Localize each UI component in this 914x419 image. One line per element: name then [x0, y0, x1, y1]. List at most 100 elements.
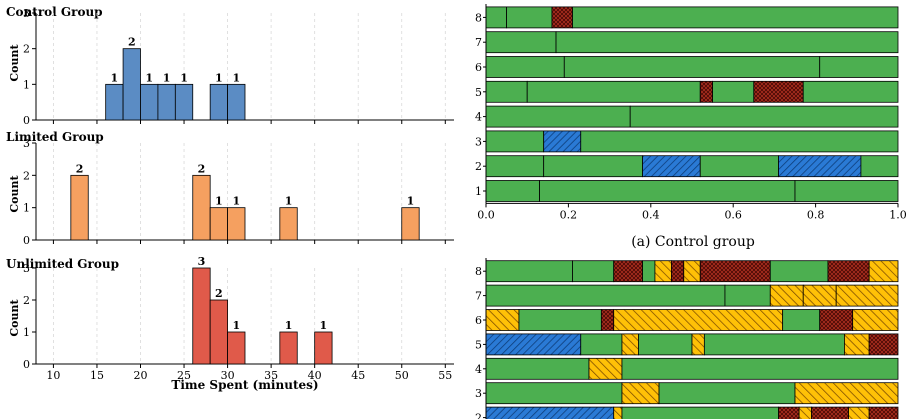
- hist-bar-label: 1: [111, 71, 119, 84]
- timeline-segment: [868, 406, 899, 419]
- timeline-segment: [753, 80, 804, 103]
- timeline-xtick-label: 0.8: [807, 208, 825, 221]
- timeline-segment: [642, 155, 701, 178]
- hist-bar: [227, 331, 246, 365]
- timeline-row-label: 1: [475, 185, 482, 198]
- timeline-segment: [543, 130, 582, 153]
- timeline-panel-0: 8 7 6 5 4 3 2 1 0.0 0.2 0.4 0.6 0.8 1.0: [475, 4, 907, 221]
- hist-bar-label: 1: [215, 195, 223, 208]
- hist-marks-unlimited: 0 1 2 3 10 15 20 25 30 35 40 45 50 55 3 2 1 1 1: [23, 255, 454, 382]
- timeline-row-label: 3: [475, 135, 482, 148]
- hist-bar-label: 1: [180, 71, 188, 84]
- timeline-segment: [811, 406, 849, 419]
- hist-xtick-label: 20: [134, 369, 148, 382]
- timeline-segment: [794, 382, 899, 405]
- timeline-segment: [848, 406, 870, 419]
- hist-bar-label: 2: [215, 287, 223, 300]
- hist-ytick-label: 2: [23, 294, 30, 307]
- timeline-segment: [691, 333, 705, 356]
- hist-bar-label: 2: [76, 162, 84, 175]
- timeline-segment: [580, 333, 623, 356]
- timeline-segment: [485, 309, 520, 331]
- timeline-segment: [819, 56, 899, 78]
- hist-bar: [279, 207, 298, 241]
- hist-xtick-label: 15: [90, 369, 104, 382]
- hist-ytick-label: 0: [23, 114, 30, 127]
- hist-bar-label: 1: [232, 195, 240, 208]
- timeline-segment: [485, 56, 565, 78]
- hist-bar: [209, 207, 228, 241]
- timeline-segment: [671, 260, 685, 283]
- hist-xlabel: Time Spent (minutes): [171, 378, 318, 392]
- hist-bar: [209, 83, 228, 121]
- timeline-row-label: 8: [475, 265, 482, 278]
- timeline-segment: [699, 260, 771, 283]
- timeline-segment: [621, 357, 899, 380]
- timeline-segment: [526, 80, 701, 103]
- timeline-segment: [703, 333, 845, 356]
- timeline-segment: [724, 284, 771, 307]
- timeline-segment: [485, 155, 545, 178]
- timeline-segment: [769, 284, 804, 307]
- timeline-segment: [485, 80, 528, 103]
- timeline-segment: [485, 382, 623, 405]
- hist-ytick-label: 0: [23, 234, 30, 247]
- timeline-row-label: 6: [475, 61, 482, 74]
- timeline-row-label: 2: [475, 160, 482, 173]
- timeline-xtick-label: 0.4: [642, 208, 660, 221]
- hist-bar-label: 1: [215, 71, 223, 84]
- timeline-segment: [485, 130, 545, 153]
- hist-bar: [314, 331, 333, 365]
- hist-xtick-label: 30: [221, 369, 235, 382]
- timeline-segment: [485, 333, 582, 356]
- hist-xtick-label: 40: [308, 369, 322, 382]
- hist-bar: [122, 48, 141, 121]
- timeline-segment: [485, 105, 631, 128]
- hist-ylabel-control: Count: [8, 43, 21, 81]
- timeline-row-label: 4: [475, 363, 482, 376]
- timeline-segment: [778, 155, 862, 178]
- timeline-row-label: 4: [475, 111, 482, 124]
- timeline-segment: [588, 357, 623, 380]
- histogram-panel-control: Control Group Count: [6, 5, 103, 82]
- timeline-segment: [642, 260, 656, 283]
- timeline-row-label: 3: [475, 387, 482, 400]
- timeline-segment: [819, 309, 854, 331]
- timeline-segment: [802, 80, 899, 103]
- timeline-segment: [485, 260, 573, 283]
- timeline-segment: [712, 80, 755, 103]
- hist-bar: [227, 207, 246, 241]
- timeline-segment: [621, 333, 639, 356]
- hist-bar-label: 1: [285, 319, 293, 332]
- timeline-row-label: 5: [475, 338, 482, 351]
- timeline-segment: [485, 6, 508, 29]
- timeline-segment: [852, 309, 899, 331]
- hist-bar-label: 2: [128, 36, 136, 49]
- timeline-segment: [613, 406, 623, 419]
- timeline-row-label: 2: [475, 412, 482, 419]
- hist-xtick-label: 35: [264, 369, 278, 382]
- hist-bar: [174, 83, 194, 121]
- timeline-segment: [539, 180, 796, 202]
- timeline-segment: [621, 406, 779, 419]
- hist-ytick-label: 2: [23, 169, 30, 182]
- timeline-segment: [860, 155, 899, 178]
- timeline-segment: [613, 260, 643, 283]
- hist-bar: [279, 331, 298, 365]
- timeline-segment: [613, 309, 784, 331]
- hist-bar-label: 1: [232, 319, 240, 332]
- hist-bar-label: 1: [145, 71, 153, 84]
- hist-bar-label: 2: [198, 162, 206, 175]
- hist-bar-label: 1: [163, 71, 171, 84]
- hist-bar: [105, 83, 124, 121]
- hist-bar-label: 1: [232, 71, 240, 84]
- hist-title-control: Control Group: [6, 5, 103, 19]
- timeline-segment: [600, 309, 615, 331]
- hist-ytick-label: 3: [23, 7, 30, 20]
- hist-ytick-label: 2: [23, 43, 30, 56]
- timeline-segment: [699, 155, 779, 178]
- hist-bar: [140, 83, 159, 121]
- timeline-segment: [798, 406, 812, 419]
